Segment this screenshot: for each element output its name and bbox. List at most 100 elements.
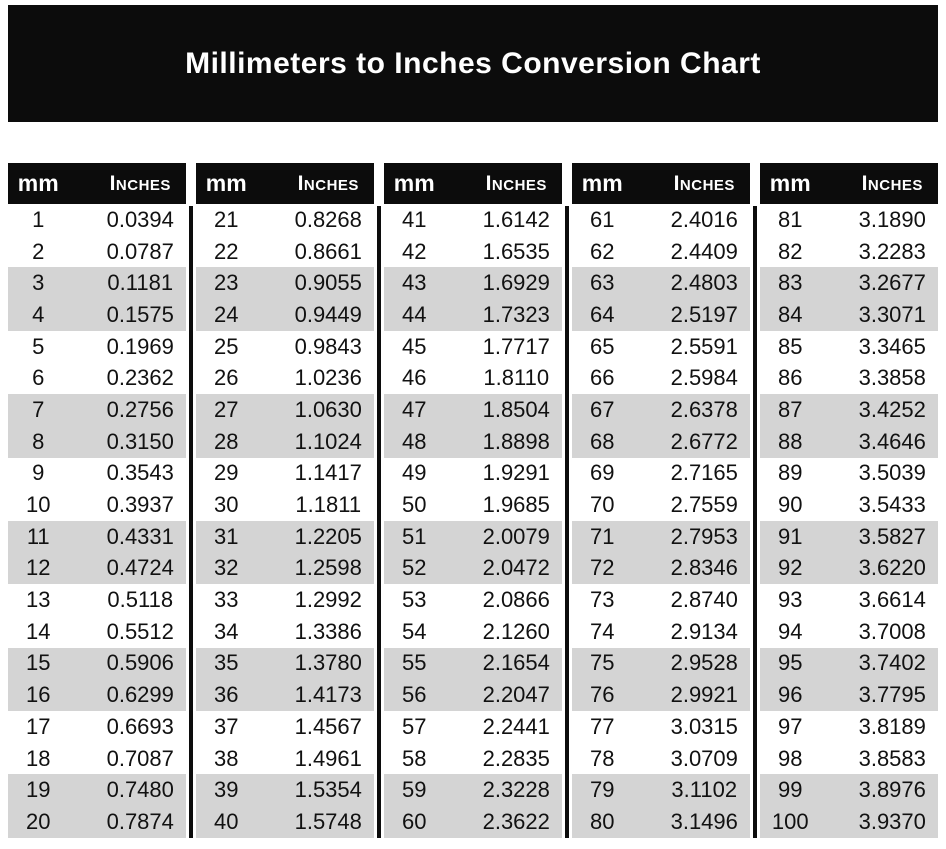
inches-value: 0.6693 [106, 713, 174, 739]
mm-value: 88 [778, 428, 803, 454]
inches-value: 0.6299 [106, 682, 174, 708]
mm-value: 50 [402, 492, 427, 518]
mm-value: 69 [590, 460, 615, 486]
table-row: 98 3.8583 [760, 742, 938, 775]
page-title: Millimeters to Inches Conversion Chart [185, 46, 761, 80]
inches-value: 3.2283 [858, 238, 926, 264]
inches-value: 0.9449 [294, 301, 362, 327]
mm-value: 15 [26, 650, 51, 676]
inches-value: 3.3071 [858, 301, 926, 327]
table-row: 90 3.5433 [760, 489, 938, 521]
mm-value: 100 [771, 808, 809, 834]
inches-value: 0.3937 [106, 492, 174, 518]
inches-value: 3.8976 [858, 777, 926, 803]
mm-value: 60 [402, 808, 427, 834]
table-row: 39 1.5354 [196, 774, 374, 807]
inches-value: 2.7559 [670, 492, 738, 518]
table-row: 96 3.7795 [760, 679, 938, 711]
table-row: 46 1.8110 [384, 362, 562, 395]
table-row: 42 1.6535 [384, 235, 562, 268]
inches-value: 3.8189 [858, 713, 926, 739]
mm-value: 23 [214, 270, 239, 296]
mm-value: 13 [26, 587, 51, 613]
vertical-separator [753, 206, 757, 838]
mm-value: 6 [32, 365, 45, 391]
table-row: 55 2.1654 [384, 647, 562, 680]
mm-value: 73 [590, 587, 615, 613]
mm-value: 83 [778, 270, 803, 296]
inches-value: 2.5591 [670, 333, 738, 359]
inches-header: Inches [297, 171, 359, 195]
table-row: 83 3.2677 [760, 267, 938, 300]
table-row: 44 1.7323 [384, 299, 562, 331]
table-row: 63 2.4803 [572, 267, 750, 300]
inches-value: 1.1024 [294, 428, 362, 454]
mm-value: 48 [402, 428, 427, 454]
inches-value: 1.7717 [482, 333, 550, 359]
mm-value: 75 [590, 650, 615, 676]
mm-value: 97 [778, 713, 803, 739]
inches-value: 2.1260 [482, 618, 550, 644]
inches-value: 3.3858 [858, 365, 926, 391]
column-header-row: mm Inches [384, 163, 562, 204]
inches-value: 0.2756 [106, 396, 174, 422]
table-row: 3 0.1181 [8, 267, 186, 300]
mm-value: 12 [26, 555, 51, 581]
mm-value: 79 [590, 777, 615, 803]
inches-value: 1.1417 [294, 460, 362, 486]
inches-value: 0.9843 [294, 333, 362, 359]
mm-value: 44 [402, 301, 427, 327]
table-row: 6 0.2362 [8, 362, 186, 395]
inches-value: 3.1102 [671, 777, 738, 803]
inches-value: 0.2362 [106, 365, 174, 391]
inches-value: 1.6142 [482, 206, 550, 232]
inches-value: 2.8346 [670, 555, 738, 581]
table-row: 54 2.1260 [384, 615, 562, 648]
table-row: 24 0.9449 [196, 299, 374, 331]
inches-value: 2.2441 [482, 713, 550, 739]
table-row: 13 0.5118 [8, 584, 186, 616]
table-row: 4 0.1575 [8, 299, 186, 331]
table-row: 56 2.2047 [384, 679, 562, 711]
inches-value: 1.8504 [482, 396, 550, 422]
mm-value: 92 [778, 555, 803, 581]
table-row: 62 2.4409 [572, 235, 750, 268]
table-row: 18 0.7087 [8, 742, 186, 775]
inches-header: Inches [673, 171, 735, 195]
mm-value: 55 [402, 650, 427, 676]
mm-value: 98 [778, 745, 803, 771]
table-row: 89 3.5039 [760, 457, 938, 490]
inches-value: 0.1181 [107, 270, 174, 296]
table-column-group-1: mm Inches 1 0.0394 2 0.0787 3 0.1181 4 0.1575 5 0… [8, 163, 186, 838]
inches-value: 1.4961 [294, 745, 362, 771]
table-row: 75 2.9528 [572, 647, 750, 680]
table-row: 82 3.2283 [760, 235, 938, 268]
mm-value: 62 [590, 238, 615, 264]
mm-value: 10 [26, 492, 51, 518]
mm-value: 17 [26, 713, 51, 739]
table-column-group-3: mm Inches 41 1.6142 42 1.6535 43 1.6929 44 1.73… [384, 163, 562, 838]
table-row: 5 0.1969 [8, 330, 186, 363]
mm-value: 90 [778, 492, 803, 518]
mm-value: 57 [402, 713, 427, 739]
mm-value: 58 [402, 745, 427, 771]
inches-value: 3.8583 [858, 745, 926, 771]
table-row: 10 0.3937 [8, 489, 186, 521]
mm-value: 93 [778, 587, 803, 613]
inches-value: 1.5354 [294, 777, 362, 803]
mm-value: 37 [214, 713, 239, 739]
mm-value: 33 [214, 587, 239, 613]
mm-value: 77 [590, 713, 615, 739]
mm-value: 11 [26, 523, 50, 549]
table-row: 41 1.6142 [384, 204, 562, 236]
table-row: 48 1.8898 [384, 425, 562, 458]
inches-value: 2.0079 [482, 523, 550, 549]
mm-value: 51 [402, 523, 427, 549]
column-gap [750, 163, 760, 838]
mm-value: 95 [778, 650, 803, 676]
table-row: 79 3.1102 [572, 774, 750, 807]
mm-value: 18 [26, 745, 51, 771]
table-row: 26 1.0236 [196, 362, 374, 395]
inches-header: Inches [485, 171, 547, 195]
table-row: 100 3.9370 [760, 806, 938, 838]
